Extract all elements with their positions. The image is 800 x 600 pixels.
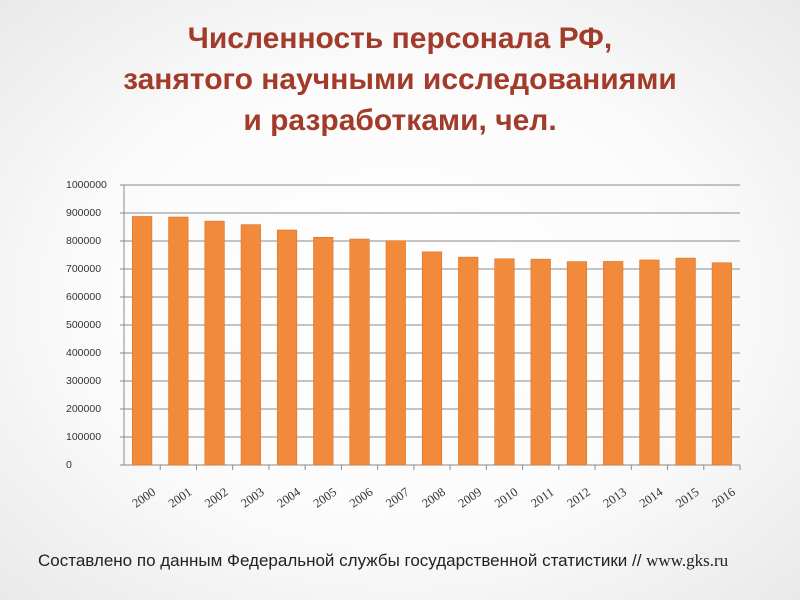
x-tick-label: 2003 (238, 485, 267, 511)
bar (132, 216, 153, 466)
x-tick-label: 2001 (166, 485, 195, 511)
bar (711, 262, 732, 466)
y-tick-label: 500000 (66, 319, 101, 331)
source-text: Составлено по данным Федеральной службы … (38, 551, 647, 570)
y-tick-label: 300000 (66, 375, 101, 387)
x-tick-label: 2012 (564, 485, 593, 511)
x-tick-label: 2002 (202, 485, 231, 511)
x-tick-label: 2004 (275, 484, 304, 510)
bar (313, 237, 334, 466)
bar (421, 251, 443, 466)
x-tick-label: 2000 (130, 485, 159, 511)
x-tick-label: 2009 (456, 485, 485, 511)
y-tick-label: 900000 (66, 207, 101, 219)
x-tick-label: 2011 (528, 485, 556, 511)
bar (494, 258, 515, 466)
bar (349, 238, 370, 466)
title-line-1: Численность персонала РФ, (187, 22, 613, 55)
x-tick-label: 2005 (311, 485, 340, 511)
x-tick-label: 2014 (637, 484, 666, 510)
x-tick-label: 2016 (709, 485, 738, 511)
bar (458, 256, 479, 466)
bar (385, 240, 406, 466)
x-tick-label: 2010 (492, 485, 521, 511)
bar (168, 216, 189, 466)
chart-title: Численность персонала РФ, занятого научн… (0, 18, 800, 141)
bar (204, 220, 225, 466)
bar (276, 229, 298, 466)
bar (675, 257, 696, 466)
y-tick-label: 700000 (66, 263, 101, 275)
x-tick-label: 2007 (383, 485, 412, 511)
x-tick-label: 2013 (601, 485, 630, 511)
source-note: Составлено по данным Федеральной службы … (38, 551, 728, 571)
x-tick-label: 2008 (419, 485, 448, 511)
y-tick-label: 200000 (66, 403, 101, 415)
title-line-2: занятого научными исследованиями (123, 63, 677, 96)
bar (530, 258, 551, 466)
y-tick-label: 1000000 (66, 179, 107, 191)
title-line-3: и разработками, чел. (243, 104, 557, 137)
y-tick-label: 800000 (66, 235, 101, 247)
bar-chart: 0 100000 200000 300000 400000 500000 600000 700… (66, 179, 741, 511)
bar (639, 259, 660, 466)
x-tick-label: 2015 (673, 485, 702, 511)
y-tick-label: 600000 (66, 291, 101, 303)
y-tick-label: 100000 (66, 431, 101, 443)
bar (566, 261, 588, 466)
y-tick-label: 400000 (66, 347, 101, 359)
source-url: www.gks.ru (646, 551, 729, 570)
x-tick-label: 2006 (347, 485, 376, 511)
bar (240, 224, 261, 466)
y-tick-label: 0 (66, 459, 72, 471)
bar (603, 261, 624, 466)
